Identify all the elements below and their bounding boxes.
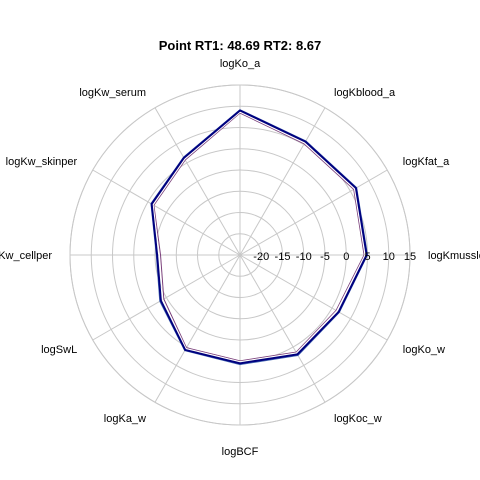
tick-label: -10 — [296, 251, 312, 263]
series-layer — [150, 109, 368, 366]
spoke-logSwL — [92, 254, 241, 341]
axis-label-logKw_cellper: logKw_cellper — [0, 250, 52, 262]
series-line-3 — [150, 109, 368, 366]
spoke-logKa_w — [154, 254, 241, 403]
chart-title: Point RT1: 48.69 RT2: 8.67 — [159, 38, 322, 53]
axis-label-logKmussle_a: logKmussle_a — [428, 250, 480, 262]
spoke-logKblood_a — [239, 107, 326, 256]
tick-label: -15 — [275, 251, 291, 263]
tick-label: -20 — [253, 251, 269, 263]
axis-label-logKoc_w: logKoc_w — [334, 413, 382, 425]
tick-label: 0 — [343, 251, 349, 263]
axis-label-logKo_a: logKo_a — [220, 58, 261, 70]
spoke-logKfat_a — [239, 169, 388, 256]
spoke-logKoc_w — [239, 254, 326, 403]
spoke-logKo_w — [239, 254, 388, 341]
tick-label: -5 — [320, 251, 330, 263]
axis-label-logKo_w: logKo_w — [403, 344, 445, 356]
spoke-logKw_skinper — [92, 169, 241, 256]
axis-label-logSwL: logSwL — [41, 344, 77, 356]
axis-label-logKw_skinper: logKw_skinper — [6, 156, 78, 168]
series-line-2 — [152, 111, 366, 363]
series-line-1 — [150, 109, 368, 365]
axis-label-logKa_w: logKa_w — [104, 413, 146, 425]
label-layer: logKo_alogKblood_alogKfat_alogKmussle_al… — [0, 58, 480, 458]
tick-label: 15 — [404, 251, 416, 263]
axis-label-logKblood_a: logKblood_a — [334, 87, 396, 99]
axis-label-logKfat_a: logKfat_a — [403, 156, 450, 168]
tick-label: 5 — [364, 251, 370, 263]
axis-label-logBCF: logBCF — [222, 446, 259, 458]
axis-label-logKw_serum: logKw_serum — [79, 87, 146, 99]
tick-layer: -20 -15 -10 -5 0 5 10 15 — [253, 251, 416, 263]
series-line-4 — [153, 112, 365, 362]
tick-label: 10 — [383, 251, 395, 263]
spoke-logKw_serum — [154, 107, 241, 256]
spoke-layer — [70, 85, 410, 425]
